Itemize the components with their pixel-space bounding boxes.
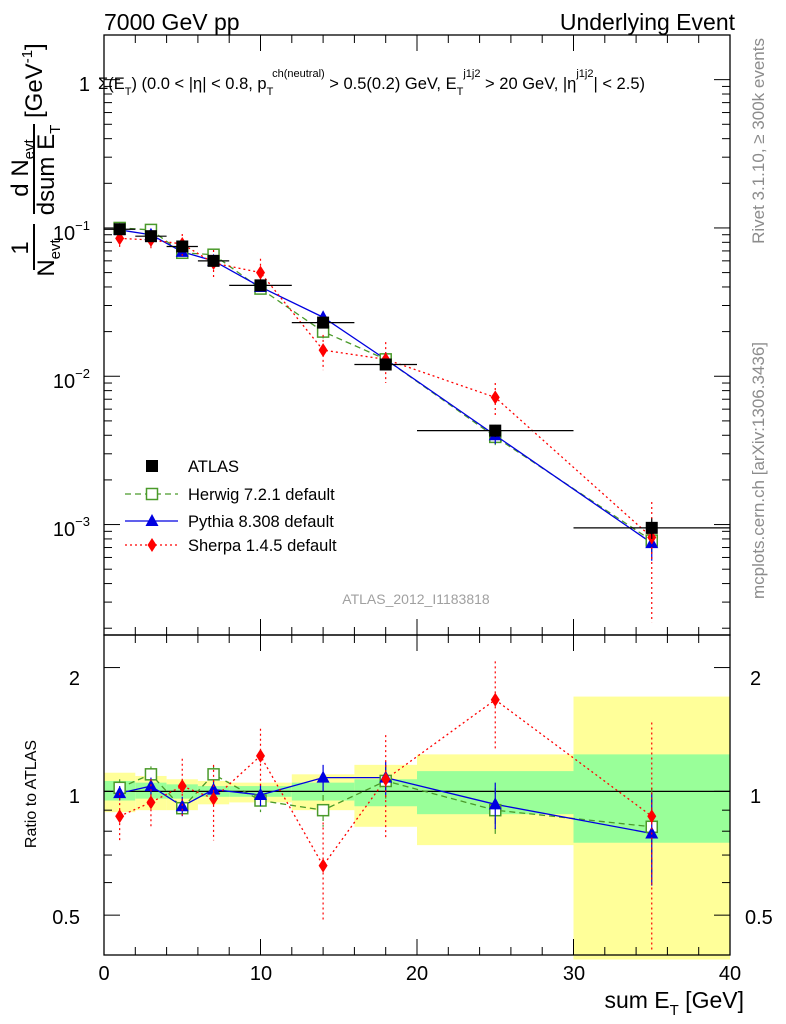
main-point-atlas [489,424,502,437]
main-point-atlas [207,254,220,267]
xtick-40: 40 [719,963,741,985]
ylabel-dsum: dsum ET [33,125,64,216]
main-ytick-0.1: 10−1 [53,218,90,245]
ylabel-n: Nevt [33,238,64,276]
analysis-watermark: ATLAS_2012_I1183818 [342,591,490,607]
ratio-ytick-right-1: 1 [750,786,761,808]
ratio-point-sherpa [146,795,156,810]
ratio-point-sherpa [177,779,187,794]
main-line-sherpa [119,237,653,538]
legend-marker-herwig [145,487,159,501]
ratio-series-markers [113,661,659,951]
ratio-ytick-left-0.5: 0.5 [52,907,80,929]
ratio-ytick-left-1: 1 [69,786,80,808]
main-point-atlas [113,223,126,236]
ylabel-unit: [GeV-1] [19,43,48,118]
ratio-y-axis-label: Ratio to ATLAS [23,740,40,848]
main-series-markers [104,221,730,623]
xtick-30: 30 [563,963,585,985]
xtick-0: 0 [98,963,109,985]
ratio-point-sherpa [647,809,657,824]
mcplots-label: mcplots.cern.ch [arXiv:1306.3436] [749,342,768,599]
main-ytick-0.01: 10−2 [53,366,90,393]
main-point-atlas [176,240,189,253]
ratio-point-herwig [207,768,220,781]
main-y-axis-label: 1 Nevt d Nevt dsum ET [GeV-1] [7,43,64,276]
rivet-version-label: Rivet 3.1.10, ≥ 300k events [749,38,768,244]
main-point-atlas [645,521,658,534]
main-point-atlas [144,230,157,243]
ratio-point-sherpa [256,748,265,763]
legend-label-sherpa: Sherpa 1.4.5 default [188,537,337,555]
header-energy: 7000 GeV pp [104,9,240,35]
main-point-atlas [254,279,267,292]
legend-marker-sherpa [147,538,157,552]
ratio-point-sherpa [209,791,219,806]
header-process: Underlying Event [560,9,736,35]
ratio-point-pythia [207,782,221,795]
main-title: Σ(ET) (0.0 < |η| < 0.8, pTch(neutral) > … [98,68,645,98]
ratio-ytick-left-2: 2 [69,668,80,690]
main-point-atlas [317,316,330,329]
ratio-point-pythia [254,787,267,800]
xtick-20: 20 [406,963,428,985]
ratio-uncertainty-bands [104,696,730,960]
main-point-sherpa [256,265,265,280]
legend-label-herwig: Herwig 7.2.1 default [188,486,335,504]
legend-label-pythia: Pythia 8.308 default [188,513,334,531]
ratio-point-sherpa [318,858,328,873]
ratio-ytick-right-0.5: 0.5 [745,907,773,929]
ratio-point-sherpa [490,692,500,707]
main-point-sherpa [490,390,500,405]
ratio-point-pythia [645,826,659,839]
ratio-point-sherpa [115,809,125,824]
ratio-point-pythia [488,797,502,810]
legend-marker-pythia [145,514,159,526]
main-point-sherpa [318,343,328,358]
legend-marker-atlas [146,460,158,472]
main-ytick-1: 1 [79,74,90,96]
ratio-point-pythia [316,770,330,783]
legend-label-atlas: ATLAS [188,458,239,476]
ratio-point-pythia [113,786,127,799]
ratio-axes [103,634,731,956]
ratio-point-herwig [316,803,330,817]
legend: ATLAS Herwig 7.2.1 default Pythia 8.308 de… [125,458,337,555]
ratio-point-sherpa [381,772,391,787]
ratio-ytick-right-2: 2 [750,668,761,690]
xtick-10: 10 [250,963,272,985]
ylabel-one: 1 [7,241,34,254]
main-line-herwig [119,227,653,542]
x-axis-label: sum ET [GeV] [604,987,744,1019]
main-point-atlas [379,358,392,371]
main-ytick-0.001: 10−3 [53,514,90,541]
